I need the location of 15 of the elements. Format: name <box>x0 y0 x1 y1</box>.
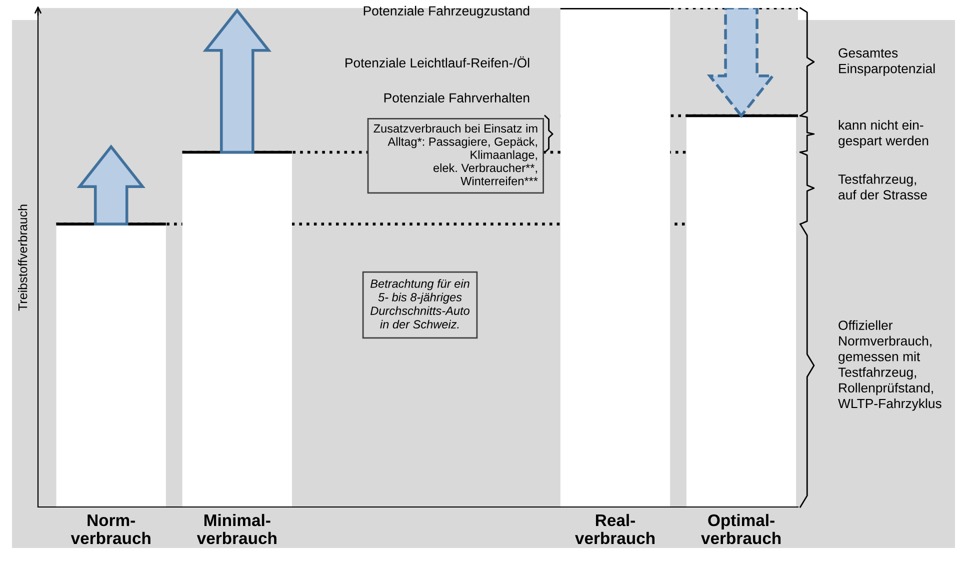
x-tick-label: Norm- verbrauch <box>70 514 150 544</box>
annotation: Potenziale Fahrzeugzustand <box>364 6 530 18</box>
annotation: Potenziale Fahrverhalten <box>384 92 530 103</box>
text: kann nicht ein- gespart werden <box>838 120 928 148</box>
y-axis-title: Treibstoffverbrauch <box>18 204 28 311</box>
text: Zusatzverbrauch bei Einsatz im Alltag*: Passagiere, Gepäck, Klimaanlage, elek. Verbraucher**, Winterreifen*** <box>374 124 538 186</box>
x-tick-label: Real- verbrauch <box>575 514 655 544</box>
x-tick-label: Minimal- verbrauch <box>196 514 276 544</box>
annotation: Betrachtung für ein 5- bis 8-jähriges Durchschnitts-Auto in der Schweiz. <box>370 279 470 329</box>
annotation: Potenziale Leichtlauf-Reifen-/Öl <box>346 56 530 68</box>
text: Testfahrzeug, auf der Strasse <box>838 174 927 200</box>
x-tick-label: Optimal- verbrauch <box>701 514 781 544</box>
text: Gesamtes Einsparpotenzial <box>838 48 935 76</box>
bar <box>560 8 670 507</box>
text: Offizieller Normverbrauch, gemessen mit Testfahrzeug, Rollenprüfstand, WLTP-Fahrzyklus <box>838 320 942 411</box>
